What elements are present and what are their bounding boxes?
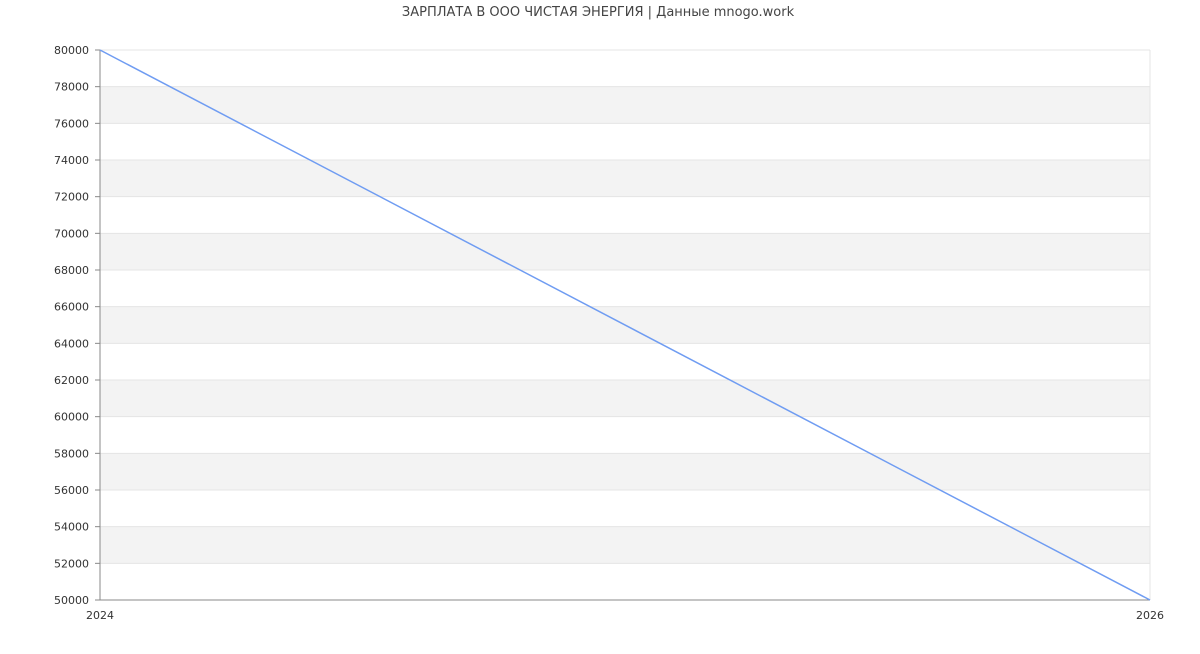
y-tick-label: 52000: [54, 557, 89, 570]
grid-bands: [100, 50, 1150, 600]
y-tick-label: 54000: [54, 521, 89, 534]
y-tick-label: 64000: [54, 337, 89, 350]
y-tick-label: 70000: [54, 227, 89, 240]
grid-band: [100, 453, 1150, 490]
grid-band: [100, 160, 1150, 197]
grid-band: [100, 526, 1150, 564]
y-tick-label: 62000: [54, 374, 89, 387]
y-tick-label: 74000: [54, 154, 89, 167]
y-tick-label: 60000: [54, 411, 89, 424]
grid-band: [100, 416, 1150, 454]
grid-band: [100, 343, 1150, 380]
grid-band: [100, 233, 1150, 270]
grid-band: [100, 50, 1150, 87]
series-lines: [99, 49, 1151, 601]
y-tick-label: 56000: [54, 484, 89, 497]
y-tick-label: 68000: [54, 264, 89, 277]
y-axis-ticks: 50000 52000 54000 56000 58000 60000 62000 64000…: [54, 44, 100, 607]
x-axis-ticks: 2024 2026: [86, 609, 1164, 622]
chart-title: ЗАРПЛАТА В ООО ЧИСТАЯ ЭНЕРГИЯ | Данные m…: [402, 5, 795, 20]
y-tick-label: 78000: [54, 81, 89, 94]
y-tick-label: 80000: [54, 44, 89, 57]
grid-band: [100, 490, 1150, 527]
grid-band: [100, 196, 1150, 234]
y-tick-label: 66000: [54, 301, 89, 314]
y-tick-label: 58000: [54, 447, 89, 460]
grid-band: [100, 270, 1150, 307]
y-tick-label: 72000: [54, 191, 89, 204]
grid-band: [100, 380, 1150, 417]
grid-band: [100, 86, 1150, 124]
x-tick-label: 2026: [1136, 609, 1164, 622]
grid-band: [100, 563, 1150, 600]
x-tick-label: 2024: [86, 609, 114, 622]
series-line: [99, 49, 1151, 601]
grid-band: [100, 123, 1150, 160]
y-tick-label: 50000: [54, 594, 89, 607]
y-tick-label: 76000: [54, 117, 89, 130]
